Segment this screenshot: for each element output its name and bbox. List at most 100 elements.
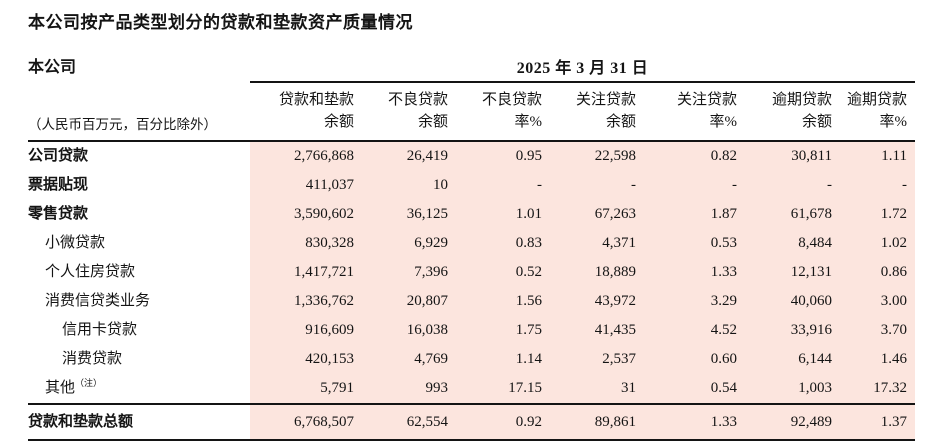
table-row-discounted-bills: 票据贴现 411,037 10 - - - - - <box>28 171 915 200</box>
table-row-consumer-loans: 消费贷款 420,153 4,769 1.14 2,537 0.60 6,144… <box>28 345 915 374</box>
total-row-label: 贷款和垫款总额 <box>28 414 134 430</box>
cell-value: - <box>537 177 542 193</box>
table-row-others: 其他（注） 5,791 993 17.15 31 0.54 1,003 17.3… <box>28 374 915 403</box>
cell-value: - <box>902 177 907 193</box>
cell-value: - <box>827 177 832 193</box>
cell-value: 31 <box>621 380 636 396</box>
column-header: 逾期贷款率% <box>840 83 915 140</box>
table-column-header-row: （人民币百万元，百分比除外） 贷款和垫款 余额 不良贷款余额 不良贷款率% 关注贷… <box>28 83 915 142</box>
column-header-line1: 不良贷款 <box>387 92 448 108</box>
column-header-line2: 余额 <box>605 114 636 130</box>
cell-value: 62,554 <box>406 414 448 430</box>
cell-value: 4.52 <box>710 322 737 338</box>
cell-value: 0.95 <box>515 148 542 164</box>
cell-value: 92,489 <box>790 414 832 430</box>
table-row-total: 贷款和垫款总额 6,768,507 62,554 0.92 89,861 1.3… <box>28 403 915 441</box>
column-header-line2: 余额 <box>323 114 354 130</box>
cell-value: 1.14 <box>515 351 542 367</box>
column-header-line2: 率% <box>514 114 543 130</box>
cell-value: 1.37 <box>880 414 907 430</box>
cell-value: 8,484 <box>798 235 832 251</box>
cell-value: 67,263 <box>594 206 636 222</box>
cell-value: 411,037 <box>305 177 354 193</box>
cell-value: 0.53 <box>710 235 737 251</box>
row-label: 小微贷款 <box>45 235 106 251</box>
cell-value: 1.11 <box>881 148 907 164</box>
cell-value: 0.83 <box>515 235 542 251</box>
cell-value: 0.60 <box>710 351 737 367</box>
row-label: 其他（注） <box>28 374 250 403</box>
cell-value: 0.82 <box>710 148 737 164</box>
table-row-credit-card-loans: 信用卡贷款 916,609 16,038 1.75 41,435 4.52 33… <box>28 316 915 345</box>
column-header: 关注贷款余额 <box>550 83 644 140</box>
loan-quality-table: 本公司 2025 年 3 月 31 日 （人民币百万元，百分比除外） 贷款和垫款… <box>28 50 915 441</box>
table-body: 公司贷款 2,766,868 26,419 0.95 22,598 0.82 3… <box>28 142 915 441</box>
row-label: 个人住房贷款 <box>45 264 136 280</box>
cell-value: 1.01 <box>515 206 542 222</box>
cell-value: 4,769 <box>414 351 448 367</box>
cell-value: 12,131 <box>790 264 832 280</box>
cell-value: 0.52 <box>515 264 542 280</box>
column-header-line1: 逾期贷款 <box>846 92 907 108</box>
column-header: 关注贷款率% <box>644 83 745 140</box>
cell-value: 18,889 <box>594 264 636 280</box>
unit-note: （人民币百万元，百分比除外） <box>28 117 217 132</box>
row-label: 票据贴现 <box>28 177 89 193</box>
cell-value: - <box>631 177 636 193</box>
cell-value: 0.54 <box>710 380 737 396</box>
cell-value: 3.00 <box>880 293 907 309</box>
table-row-corporate-loans: 公司贷款 2,766,868 26,419 0.95 22,598 0.82 3… <box>28 142 915 171</box>
column-header: 逾期贷款 余额 <box>745 83 840 140</box>
cell-value: 1,003 <box>798 380 832 396</box>
table-row-consumer-credit-business: 消费信贷类业务 1,336,762 20,807 1.56 43,972 3.2… <box>28 287 915 316</box>
cell-value: 33,916 <box>790 322 832 338</box>
column-header-line2: 率% <box>709 114 738 130</box>
cell-value: 26,419 <box>406 148 448 164</box>
cell-value: 1.87 <box>710 206 737 222</box>
column-header-line1: 不良贷款 <box>481 92 542 108</box>
cell-value: 2,766,868 <box>294 148 354 164</box>
column-header-line1: 关注贷款 <box>575 92 636 108</box>
cell-value: 43,972 <box>594 293 636 309</box>
cell-value: 993 <box>425 380 449 396</box>
cell-value: 10 <box>433 177 448 193</box>
cell-value: 1.46 <box>880 351 907 367</box>
cell-value: 1.02 <box>880 235 907 251</box>
row-label: 消费贷款 <box>62 351 123 367</box>
table-row-residential-mortgage: 个人住房贷款 1,417,721 7,396 0.52 18,889 1.33 … <box>28 258 915 287</box>
cell-value: 1,336,762 <box>294 293 354 309</box>
cell-value: 1.56 <box>515 293 542 309</box>
cell-value: 3.70 <box>880 322 907 338</box>
cell-value: 0.92 <box>515 414 542 430</box>
column-header: 不良贷款余额 <box>362 83 456 140</box>
cell-value: 7,396 <box>414 264 448 280</box>
column-header-line2: 率% <box>879 114 908 130</box>
cell-value: 40,060 <box>790 293 832 309</box>
cell-value: 61,678 <box>790 206 832 222</box>
row-label: 公司贷款 <box>28 148 89 164</box>
row-label: 消费信贷类业务 <box>45 293 151 309</box>
cell-value: 1.72 <box>880 206 907 222</box>
footnote-marker: （注） <box>75 378 103 388</box>
date-header: 2025 年 3 月 31 日 <box>250 54 915 83</box>
cell-value: 41,435 <box>594 322 636 338</box>
cell-value: 3.29 <box>710 293 737 309</box>
cell-value: 22,598 <box>594 148 636 164</box>
row-label: 零售贷款 <box>28 206 89 222</box>
cell-value: 89,861 <box>594 414 636 430</box>
cell-value: 16,038 <box>406 322 448 338</box>
cell-value: 36,125 <box>406 206 448 222</box>
cell-value: 1.33 <box>710 264 737 280</box>
cell-value: 420,153 <box>305 351 354 367</box>
cell-value: 6,768,507 <box>294 414 354 430</box>
column-header-line2: 余额 <box>417 114 448 130</box>
cell-value: 3,590,602 <box>294 206 354 222</box>
cell-value: 5,791 <box>320 380 354 396</box>
cell-value: 6,929 <box>414 235 448 251</box>
column-header-line1: 关注贷款 <box>676 92 737 108</box>
column-header: 贷款和垫款 余额 <box>250 83 362 140</box>
column-header: 不良贷款率% <box>456 83 550 140</box>
cell-value: 17.15 <box>508 380 542 396</box>
cell-value: 17.32 <box>873 380 907 396</box>
